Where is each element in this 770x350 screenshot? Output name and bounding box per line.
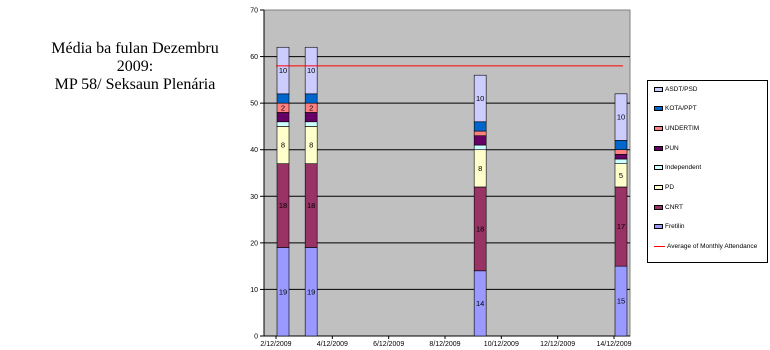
bar-segment — [304, 93, 318, 104]
bar-segment — [473, 121, 487, 132]
bar-segment — [304, 112, 318, 123]
bar-segment — [473, 144, 487, 151]
stacked-bar-chart: 0 10 20 30 40 50 60 70 2/12/2009 4/12/2009 6/12/20… — [250, 8, 631, 349]
legend-label: CNRT — [665, 203, 683, 211]
data-label: 2 — [281, 103, 285, 112]
bar-segment — [276, 121, 290, 127]
bar-segment — [304, 46, 318, 95]
bar-segment — [614, 154, 628, 160]
x-tick-label: 4/12/2009 — [317, 341, 348, 348]
bar-segment — [473, 135, 487, 146]
bar-segment — [473, 130, 487, 137]
data-label: 8 — [309, 141, 313, 150]
title-line: MP 58/ Seksaun Plenária — [54, 76, 216, 93]
bar-segment — [614, 158, 628, 164]
legend: ASDT/PSD KOTA/PPT UNDERTIM PUN Independent PD… — [647, 80, 768, 263]
y-tick-label: 50 — [250, 101, 258, 108]
data-label: 19 — [307, 287, 315, 296]
legend-swatch — [654, 185, 663, 190]
y-tick-label: 0 — [254, 334, 258, 341]
legend-label: Average of Monthly Attendance — [667, 243, 758, 251]
legend-label: KOTA/PPT — [665, 105, 697, 113]
legend-swatch — [654, 86, 663, 92]
y-tick-label: 60 — [250, 54, 258, 61]
bar-segment — [304, 121, 318, 127]
y-tick-label: 20 — [250, 240, 258, 247]
plot-area — [263, 9, 631, 337]
bar-segment — [614, 140, 628, 151]
x-tick-label: 10/12/2009 — [484, 341, 519, 348]
x-tick-label: 6/12/2009 — [373, 341, 404, 348]
legend-item: UNDERTIM — [654, 123, 699, 133]
legend-item: Fretilin — [654, 222, 685, 232]
data-label: 10 — [279, 66, 287, 75]
legend-item: Independent — [654, 163, 701, 173]
legend-swatch — [654, 145, 663, 151]
data-label: 10 — [617, 113, 625, 122]
data-label: 10 — [476, 94, 484, 103]
legend-item: ASDT/PSD — [654, 84, 698, 94]
y-tick-label: 10 — [250, 287, 258, 294]
x-tick-label: 12/12/2009 — [540, 341, 575, 348]
data-label: 2 — [309, 103, 313, 112]
data-label: 17 — [617, 222, 625, 231]
legend-swatch — [654, 224, 663, 230]
legend-line-marker — [654, 246, 665, 248]
legend-item: Average of Monthly Attendance — [654, 242, 757, 252]
bar-segment — [276, 112, 290, 123]
bar-segment — [276, 93, 290, 104]
chart-title: Média ba fulan Dezembru 2009: MP 58/ Sek… — [0, 40, 270, 94]
legend-label: Fretilin — [665, 223, 685, 231]
legend-label: PD — [665, 184, 675, 191]
x-tick-label: 8/12/2009 — [429, 341, 460, 348]
legend-item: CNRT — [654, 202, 683, 212]
data-label: 8 — [478, 164, 482, 173]
legend-item: PUN — [654, 143, 679, 153]
data-label: 15 — [617, 297, 625, 306]
legend-item: PD — [654, 183, 674, 193]
title-line: Média ba fulan Dezembru — [51, 40, 219, 57]
data-label: 18 — [307, 201, 315, 210]
bar-segment — [614, 93, 628, 141]
data-label: 14 — [476, 299, 484, 308]
legend-swatch — [654, 125, 663, 131]
bar-segment — [276, 46, 290, 95]
legend-swatch — [654, 204, 663, 210]
legend-label: UNDERTIM — [665, 124, 700, 132]
data-label: 8 — [281, 141, 285, 150]
data-label: 18 — [279, 201, 287, 210]
data-label: 10 — [307, 66, 315, 75]
legend-item: KOTA/PPT — [654, 104, 697, 114]
legend-swatch — [654, 106, 663, 112]
data-label: 18 — [476, 224, 484, 233]
y-tick-label: 30 — [250, 194, 258, 201]
y-tick-label: 40 — [250, 147, 258, 154]
legend-label: Independent — [665, 164, 702, 172]
legend-swatch — [654, 165, 663, 171]
x-tick-label: 2/12/2009 — [260, 341, 291, 348]
data-label: 5 — [619, 171, 623, 180]
data-label: 19 — [279, 287, 287, 296]
title-line: 2009: — [116, 58, 154, 75]
bar-segment — [614, 149, 628, 155]
legend-label: PUN — [665, 144, 679, 152]
legend-label: ASDT/PSD — [665, 85, 698, 93]
x-tick-label: 14/12/2009 — [596, 341, 631, 348]
y-tick-label: 70 — [250, 8, 258, 15]
bar-segment — [473, 74, 487, 123]
